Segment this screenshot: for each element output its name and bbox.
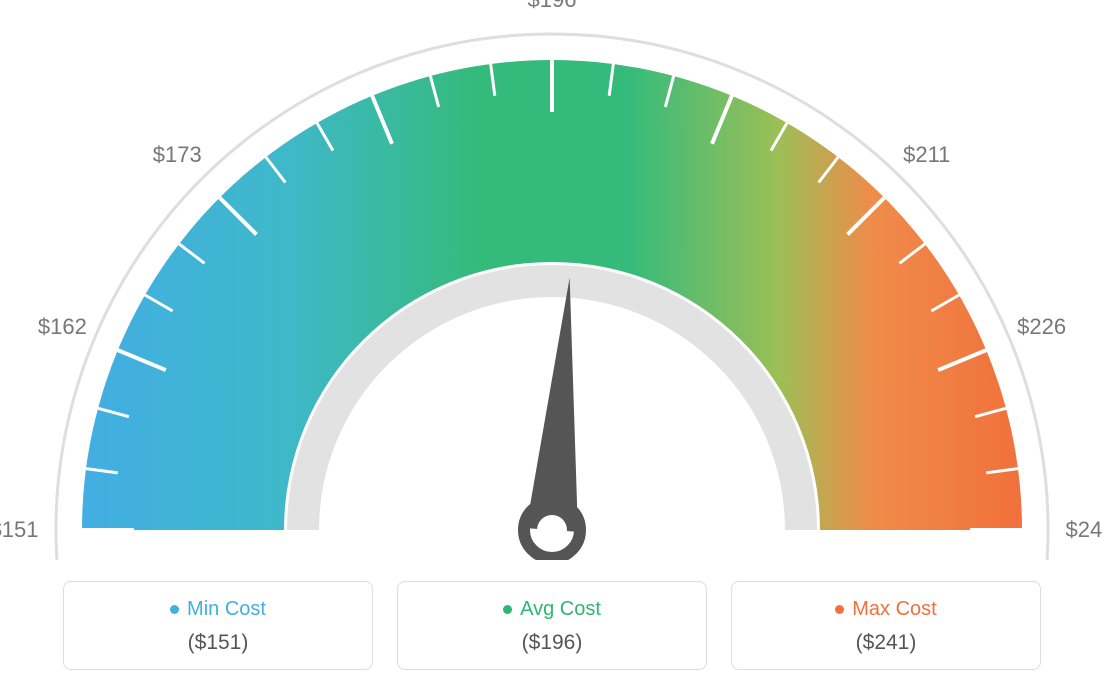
cost-gauge-chart: $151 $162 $173 $196 $211 $226 $241 Min Cost ($… xyxy=(0,0,1104,690)
legend-label-min: Min Cost xyxy=(187,598,266,621)
gauge-tick-label: $151 xyxy=(0,517,38,543)
legend-value-min: ($151) xyxy=(74,631,362,655)
gauge-tick-label: $241 xyxy=(1066,517,1104,543)
legend-dot-min xyxy=(170,605,179,614)
gauge: $151 $162 $173 $196 $211 $226 $241 xyxy=(0,0,1104,560)
legend-label-avg: Avg Cost xyxy=(520,598,601,621)
legend-dot-max xyxy=(835,605,844,614)
gauge-tick-label: $162 xyxy=(38,314,87,340)
legend-card-avg: Avg Cost ($196) xyxy=(397,581,707,670)
gauge-tick-label: $211 xyxy=(903,142,950,168)
gauge-tick-label: $196 xyxy=(528,0,577,13)
legend-dot-avg xyxy=(503,605,512,614)
legend-card-min: Min Cost ($151) xyxy=(63,581,373,670)
legend-label-max: Max Cost xyxy=(852,598,936,621)
legend-card-max: Max Cost ($241) xyxy=(731,581,1041,670)
gauge-tick-label: $173 xyxy=(153,142,202,168)
legend-value-avg: ($196) xyxy=(408,631,696,655)
gauge-svg xyxy=(0,0,1104,560)
legend-value-max: ($241) xyxy=(742,631,1030,655)
legend-row: Min Cost ($151) Avg Cost ($196) Max Cost… xyxy=(0,581,1104,670)
gauge-tick-label: $226 xyxy=(1017,314,1066,340)
